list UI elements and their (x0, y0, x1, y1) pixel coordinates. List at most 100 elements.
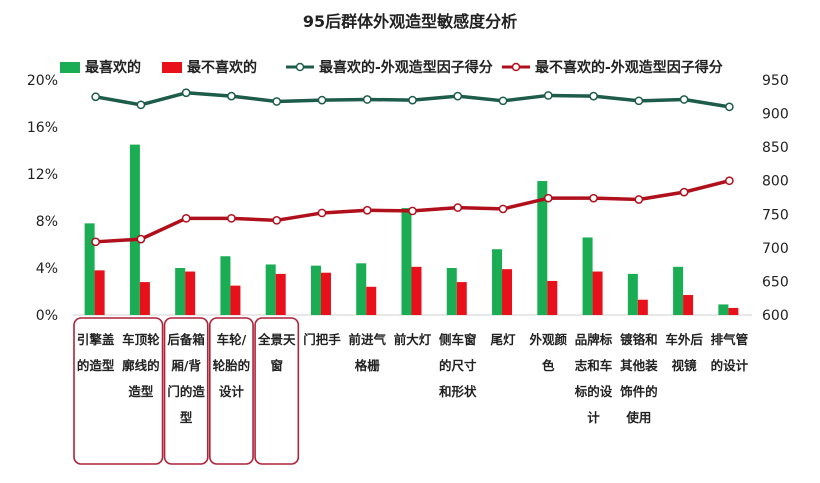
category-line: 前大灯 (394, 332, 432, 347)
bar-favorite (582, 237, 593, 315)
category-line: 窗 (270, 358, 283, 373)
category-line: 志和车 (575, 358, 613, 373)
bar-least-favorite (592, 271, 603, 315)
bar-favorite (718, 304, 729, 315)
highlight-boxes (73, 317, 300, 465)
point-least-favorite-score (725, 176, 734, 186)
category-line: 视镜 (672, 358, 698, 373)
category-line: 型 (180, 410, 193, 425)
category-line: 外观颜 (529, 332, 568, 347)
point-least-favorite-score (91, 237, 100, 247)
bar-favorite (265, 264, 276, 315)
right-tick-label: 800 (762, 174, 789, 190)
bar-favorite (129, 144, 140, 315)
legend-label: 最喜欢的-外观造型因子得分 (319, 59, 493, 76)
highlight-box (254, 317, 300, 465)
category-label: 尾灯 (491, 332, 517, 347)
category-line: 门的造 (167, 384, 205, 399)
category-label: 门把手 (303, 332, 341, 347)
category-line: 侧车窗 (439, 332, 477, 347)
legend-label: 最不喜欢的-外观造型因子得分 (535, 59, 723, 76)
point-least-favorite-score (543, 193, 553, 203)
category-line: 造型 (128, 384, 154, 399)
bar-least-favorite (320, 272, 331, 315)
bar-least-favorite (139, 282, 150, 315)
bar-least-favorite (366, 286, 377, 315)
point-least-favorite-score (498, 204, 508, 214)
category-line: 色 (542, 358, 555, 373)
right-tick-label: 750 (762, 207, 789, 223)
category-line: 引擎盖 (77, 332, 115, 347)
bar-favorite (627, 273, 638, 315)
category-line: 和形状 (438, 384, 477, 399)
right-tick-label: 600 (762, 308, 789, 324)
bar-favorite (537, 181, 548, 315)
point-favorite-score (272, 97, 282, 106)
category-line: 格栅 (355, 358, 381, 373)
category-line: 排气管 (711, 332, 749, 347)
point-least-favorite-score (317, 208, 327, 218)
bar-favorite (673, 266, 684, 315)
bar-least-favorite (411, 266, 422, 315)
right-tick-label: 950 (762, 73, 789, 89)
category-line: 品牌标 (575, 332, 613, 347)
bar-favorite (356, 263, 367, 315)
right-tick-label: 700 (762, 241, 789, 257)
category-line: 设计 (219, 384, 245, 399)
bar-least-favorite (502, 269, 513, 315)
point-favorite-score (136, 100, 146, 110)
bar-least-favorite (185, 271, 196, 315)
point-favorite-score (362, 95, 372, 104)
category-line: 饰件的 (619, 384, 658, 399)
highlight-box (73, 317, 164, 465)
left-tick-label: 0% (36, 308, 58, 324)
legend-item: 最不喜欢的 (162, 59, 257, 76)
category-line: 使用 (625, 410, 651, 425)
point-favorite-score (498, 96, 508, 106)
right-tick-label: 900 (762, 107, 789, 123)
right-tick-label: 850 (762, 140, 789, 156)
category-line: 的设计 (711, 358, 749, 373)
category-line: 廓线的 (122, 358, 160, 373)
bar-favorite (446, 268, 457, 315)
point-favorite-score (725, 102, 734, 112)
bar-least-favorite (94, 270, 105, 315)
point-least-favorite-score (136, 234, 146, 244)
point-favorite-score (317, 95, 327, 105)
category-line: 镀铬和 (620, 332, 658, 347)
category-line: 其他装 (620, 358, 658, 373)
highlight-box (163, 317, 209, 465)
category-line: 的尺寸 (439, 358, 477, 373)
series-line (91, 176, 734, 247)
point-favorite-score (227, 91, 236, 101)
legend-marker (295, 62, 305, 72)
legend-label: 最不喜欢的 (187, 59, 257, 76)
point-least-favorite-score (679, 187, 689, 197)
left-axis: 0% 4% 8% 12% 16% 20% (27, 73, 58, 324)
point-least-favorite-score (453, 203, 463, 212)
legend-item: 最喜欢的 (60, 59, 141, 76)
category-line: 标的设 (574, 384, 613, 399)
point-favorite-score (634, 96, 644, 106)
bar-favorite (84, 223, 95, 315)
point-least-favorite-score (362, 205, 372, 215)
legend-item: 最喜欢的-外观造型因子得分 (286, 59, 493, 76)
point-least-favorite-score (227, 213, 236, 223)
point-favorite-score (181, 88, 191, 98)
bar-favorite (175, 268, 186, 315)
legend: 最喜欢的 最不喜欢的 最喜欢的-外观造型因子得分 最不喜欢的-外观造型因子得分 (60, 59, 723, 76)
point-least-favorite-score (181, 213, 191, 223)
bar-least-favorite (547, 280, 558, 315)
bar-favorite (492, 249, 503, 315)
series-line (91, 88, 734, 112)
